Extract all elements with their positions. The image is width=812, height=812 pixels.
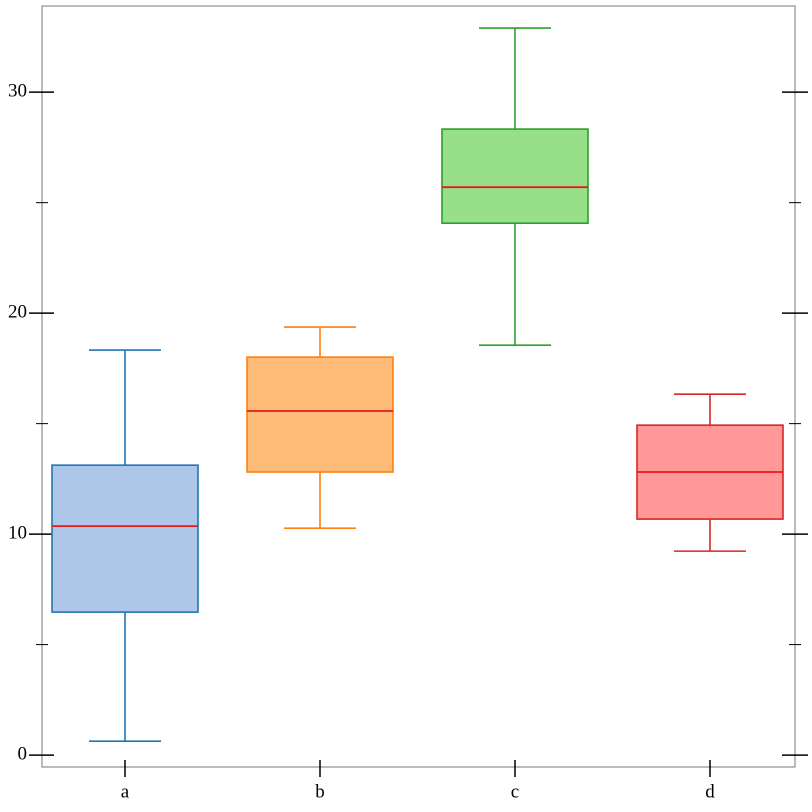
y-tick-label: 30	[8, 81, 27, 102]
box	[51, 464, 199, 613]
box	[246, 356, 394, 473]
y-tick-label: 0	[18, 743, 28, 764]
x-tick-label: b	[315, 781, 325, 802]
plot-frame	[41, 5, 796, 768]
box	[441, 128, 589, 225]
x-tick-label: c	[511, 781, 519, 802]
x-tick-label: a	[121, 781, 130, 802]
y-tick-label: 10	[8, 522, 27, 543]
y-tick-label: 20	[8, 301, 27, 322]
x-tick-label: d	[705, 781, 715, 802]
